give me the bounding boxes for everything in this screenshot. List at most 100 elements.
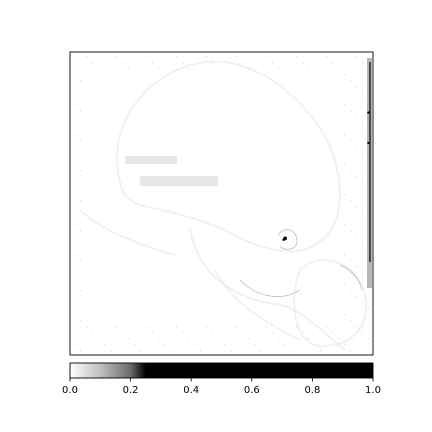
colorbar-tick-label-2: 0.4: [183, 385, 199, 396]
outline-head: [293, 259, 367, 347]
texture-dot-73: [344, 254, 346, 256]
outline-body: [116, 61, 341, 252]
texture-dot-131: [110, 350, 112, 352]
texture-dot-40: [350, 110, 352, 112]
texture-dot-95: [236, 326, 238, 328]
texture-dot-100: [92, 332, 94, 334]
texture-dot-96: [266, 326, 268, 328]
texture-dot-72: [74, 254, 76, 256]
texture-dot-103: [182, 332, 184, 334]
texture-dot-87: [344, 314, 346, 316]
heatmap-frame: [69, 51, 374, 356]
texture-dot-119: [368, 338, 370, 340]
colorbar-tick-label-4: 0.8: [304, 385, 320, 396]
texture-dot-121: [104, 344, 106, 346]
texture-dot-80: [344, 284, 346, 286]
texture-dot-138: [320, 350, 322, 352]
texture-dot-132: [140, 350, 142, 352]
texture-dot-135: [230, 350, 232, 352]
texture-dot-86: [74, 314, 76, 316]
texture-dot-42: [362, 122, 364, 124]
texture-dot-88: [80, 320, 82, 322]
colorbar-tick-label-1: 0.2: [123, 385, 139, 396]
texture-dot-20: [98, 68, 100, 70]
colorbar-gradient: [70, 363, 373, 378]
texture-dot-49: [362, 152, 364, 154]
texture-dot-59: [344, 194, 346, 196]
texture-dot-113: [188, 338, 190, 340]
texture-dot-124: [194, 344, 196, 346]
texture-dot-105: [242, 332, 244, 334]
texture-dot-77: [362, 272, 364, 274]
heatmap-image: [70, 52, 373, 355]
texture-dot-44: [74, 134, 76, 136]
texture-dot-107: [302, 332, 304, 334]
texture-dot-33: [350, 80, 352, 82]
texture-dot-91: [116, 326, 118, 328]
texture-dot-120: [74, 344, 76, 346]
texture-dot-12: [152, 62, 154, 64]
texture-dot-56: [362, 182, 364, 184]
texture-dot-63: [362, 212, 364, 214]
texture-dot-54: [350, 170, 352, 172]
texture-dot-21: [128, 68, 130, 70]
texture-dot-10: [92, 62, 94, 64]
hotspot-3: [367, 141, 370, 145]
texture-dot-11: [122, 62, 124, 64]
colorbar: 0.0 0.2 0.4 0.6 0.8 1.0: [62, 362, 381, 396]
texture-dot-30: [74, 74, 76, 76]
texture-dot-126: [254, 344, 256, 346]
texture-dot-22: [158, 68, 160, 70]
texture-dot-110: [98, 338, 100, 340]
texture-dot-83: [356, 296, 358, 298]
texture-dot-70: [362, 242, 364, 244]
texture-dot-31: [344, 74, 346, 76]
texture-dot-65: [74, 224, 76, 226]
texture-dot-0: [86, 56, 88, 58]
texture-dot-7: [296, 56, 298, 58]
texture-dot-104: [212, 332, 214, 334]
texture-dot-76: [356, 266, 358, 268]
texture-dot-90: [86, 326, 88, 328]
texture-dot-123: [164, 344, 166, 346]
texture-dot-99: [356, 326, 358, 328]
texture-dot-18: [332, 62, 334, 64]
texture-dot-52: [344, 164, 346, 166]
texture-dot-16: [272, 62, 274, 64]
faint-outlines: [79, 61, 367, 351]
colorbar-ticks: 0.0 0.2 0.4 0.6 0.8 1.0: [62, 378, 381, 396]
texture-dot-117: [308, 338, 310, 340]
texture-dot-39: [80, 110, 82, 112]
texture-dot-89: [350, 320, 352, 322]
ghost-text-1: [125, 156, 177, 164]
texture-dot-38: [344, 104, 346, 106]
texture-dot-109: [362, 332, 364, 334]
texture-dot-14: [212, 62, 214, 64]
texture-dot-84: [362, 302, 364, 304]
colorbar-tick-label-5: 1.0: [365, 385, 381, 396]
texture-dot-111: [128, 338, 130, 340]
texture-dot-74: [80, 260, 82, 262]
texture-dot-3: [176, 56, 178, 58]
texture-dot-24: [218, 68, 220, 70]
texture-dot-137: [290, 350, 292, 352]
ghost-text-2: [140, 176, 218, 186]
texture-dot-66: [344, 224, 346, 226]
hotspots: [282, 111, 370, 242]
texture-dot-85: [368, 308, 370, 310]
texture-dot-32: [80, 80, 82, 82]
hotspot-2: [367, 111, 370, 114]
texture-dot-68: [350, 230, 352, 232]
texture-dot-122: [134, 344, 136, 346]
texture-dot-15: [242, 62, 244, 64]
texture-dot-125: [224, 344, 226, 346]
texture-dot-46: [80, 140, 82, 142]
right-edge-line: [369, 62, 371, 262]
edge-texture: [74, 56, 370, 352]
stroke-claw: [339, 264, 363, 291]
texture-dot-129: [344, 344, 346, 346]
texture-dot-114: [218, 338, 220, 340]
colorbar-frame: [69, 362, 374, 379]
texture-dot-60: [80, 200, 82, 202]
